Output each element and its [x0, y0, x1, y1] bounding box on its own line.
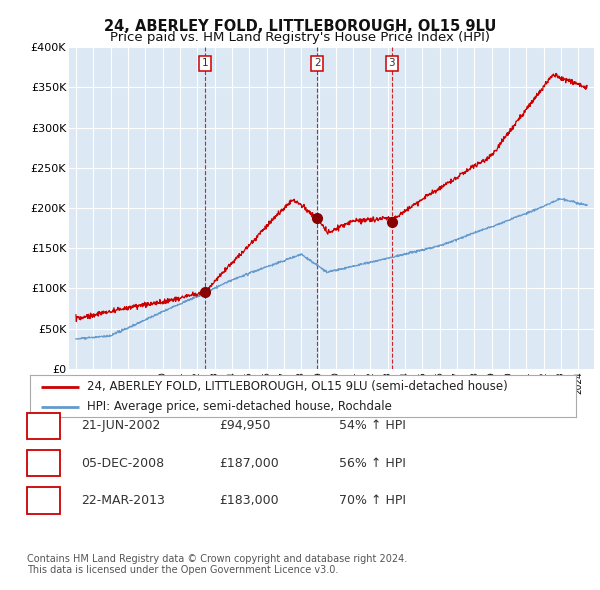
Text: 54% ↑ HPI: 54% ↑ HPI: [339, 419, 406, 432]
Text: 24, ABERLEY FOLD, LITTLEBOROUGH, OL15 9LU: 24, ABERLEY FOLD, LITTLEBOROUGH, OL15 9L…: [104, 19, 496, 34]
Text: 56% ↑ HPI: 56% ↑ HPI: [339, 457, 406, 470]
Text: Contains HM Land Registry data © Crown copyright and database right 2024.: Contains HM Land Registry data © Crown c…: [27, 553, 407, 563]
Text: 3: 3: [388, 58, 395, 68]
Text: 2: 2: [40, 457, 47, 470]
Text: £187,000: £187,000: [219, 457, 279, 470]
Text: £94,950: £94,950: [219, 419, 271, 432]
Text: 70% ↑ HPI: 70% ↑ HPI: [339, 494, 406, 507]
Text: £183,000: £183,000: [219, 494, 278, 507]
Text: 1: 1: [40, 419, 47, 432]
Text: 21-JUN-2002: 21-JUN-2002: [81, 419, 160, 432]
Text: 1: 1: [202, 58, 209, 68]
Text: 24, ABERLEY FOLD, LITTLEBOROUGH, OL15 9LU (semi-detached house): 24, ABERLEY FOLD, LITTLEBOROUGH, OL15 9L…: [88, 380, 508, 393]
Text: This data is licensed under the Open Government Licence v3.0.: This data is licensed under the Open Gov…: [27, 565, 338, 575]
Text: 22-MAR-2013: 22-MAR-2013: [81, 494, 165, 507]
Text: HPI: Average price, semi-detached house, Rochdale: HPI: Average price, semi-detached house,…: [88, 400, 392, 413]
Text: 3: 3: [40, 494, 47, 507]
Text: 05-DEC-2008: 05-DEC-2008: [81, 457, 164, 470]
Text: 2: 2: [314, 58, 320, 68]
Text: Price paid vs. HM Land Registry's House Price Index (HPI): Price paid vs. HM Land Registry's House …: [110, 31, 490, 44]
